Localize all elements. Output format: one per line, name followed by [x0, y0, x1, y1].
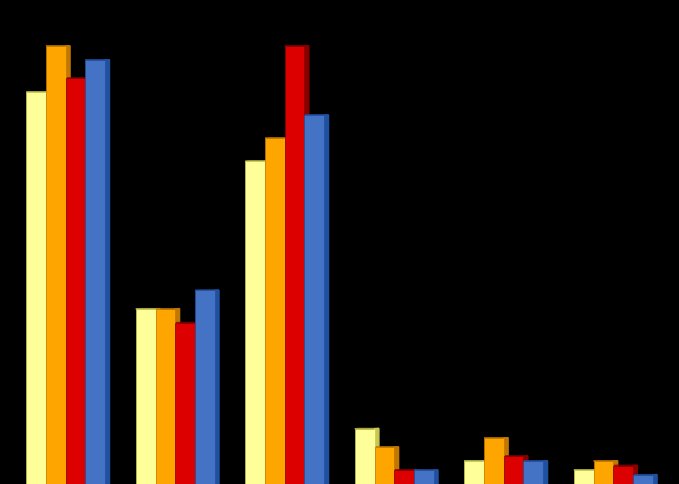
Polygon shape — [613, 461, 618, 484]
Polygon shape — [434, 470, 438, 484]
Polygon shape — [155, 309, 160, 484]
Polygon shape — [324, 115, 329, 484]
Polygon shape — [504, 438, 508, 484]
Polygon shape — [105, 60, 109, 484]
Bar — [574, 470, 593, 484]
Bar — [524, 461, 543, 484]
Polygon shape — [543, 461, 547, 484]
Polygon shape — [195, 322, 200, 484]
Bar — [155, 309, 175, 484]
Bar — [304, 115, 324, 484]
Bar — [464, 461, 484, 484]
Bar — [175, 323, 195, 484]
Polygon shape — [86, 78, 90, 484]
Bar — [66, 78, 86, 484]
Polygon shape — [265, 161, 270, 484]
Polygon shape — [484, 461, 488, 484]
Bar — [504, 456, 524, 484]
Bar — [86, 60, 105, 484]
Polygon shape — [285, 138, 289, 484]
Bar — [375, 447, 394, 484]
Polygon shape — [653, 475, 657, 484]
Bar — [355, 429, 375, 484]
Bar — [414, 470, 434, 484]
Bar — [285, 46, 304, 484]
Bar — [633, 475, 653, 484]
Polygon shape — [175, 309, 180, 484]
Bar — [245, 161, 265, 484]
Bar — [195, 290, 215, 484]
Polygon shape — [46, 92, 50, 484]
Polygon shape — [414, 470, 418, 484]
Polygon shape — [633, 466, 638, 484]
Polygon shape — [215, 290, 219, 484]
Polygon shape — [66, 46, 70, 484]
Polygon shape — [304, 46, 309, 484]
Bar — [613, 466, 633, 484]
Bar — [484, 438, 504, 484]
Polygon shape — [593, 470, 598, 484]
Bar — [394, 470, 414, 484]
Polygon shape — [375, 428, 379, 484]
Bar — [265, 138, 285, 484]
Polygon shape — [394, 447, 399, 484]
Bar — [26, 92, 46, 484]
Bar — [136, 309, 155, 484]
Bar — [593, 461, 613, 484]
Bar — [46, 46, 66, 484]
Polygon shape — [524, 456, 528, 484]
